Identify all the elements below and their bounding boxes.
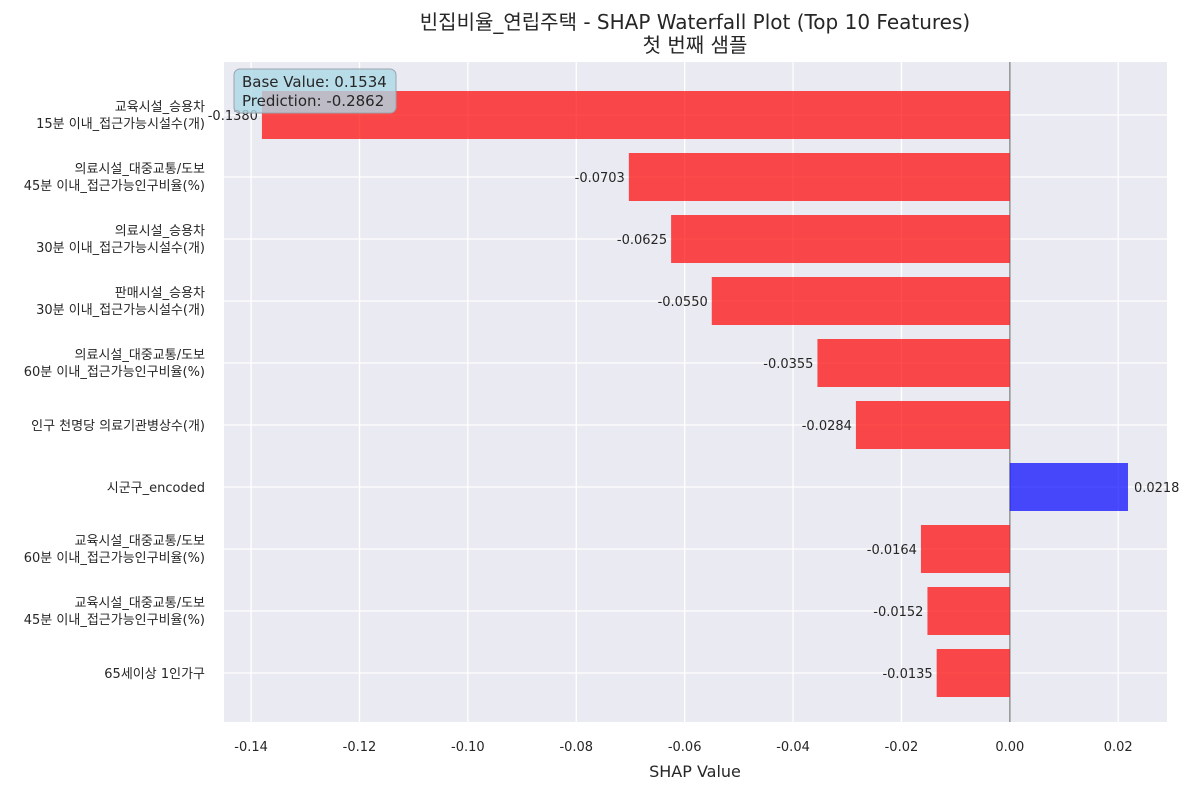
- y-tick-label: 인구 천명당 의료기관병상수(개): [31, 419, 205, 434]
- x-tick-label: -0.12: [343, 740, 377, 755]
- y-tick-label: 60분 이내_접근가능인구비율(%): [24, 365, 205, 380]
- annotation-base-value: Base Value: 0.1534: [242, 73, 387, 91]
- bar: [920, 525, 1010, 573]
- x-tick-label: -0.02: [885, 740, 919, 755]
- bar: [628, 153, 1010, 201]
- bar-value-label: -0.0284: [802, 419, 852, 434]
- bar-value-label: -0.0703: [575, 171, 625, 186]
- y-tick-label: 30분 이내_접근가능시설수(개): [36, 241, 205, 256]
- y-tick-label: 의료시설_대중교통/도보: [75, 348, 206, 363]
- x-axis-label: SHAP Value: [649, 762, 741, 781]
- y-tick-label: 60분 이내_접근가능인구비율(%): [24, 551, 205, 566]
- x-tick-labels: -0.14 -0.12 -0.10 -0.08 -0.06 -0.04 -0.02 0.00 0…: [234, 740, 1132, 755]
- annotation-box: [233, 68, 397, 114]
- y-tick-label: 시군구_encoded: [107, 481, 205, 496]
- x-tick-label: -0.14: [234, 740, 268, 755]
- bar-value-label: -0.0625: [617, 233, 667, 248]
- bar: [817, 339, 1010, 387]
- y-tick-label: 45분 이내_접근가능인구비율(%): [24, 613, 205, 628]
- y-tick-label: 30분 이내_접근가능시설수(개): [36, 303, 205, 318]
- y-tick-label: 의료시설_대중교통/도보: [75, 162, 206, 177]
- bar-value-label: 0.0218: [1134, 481, 1180, 496]
- base-value-annotation: Base Value: 0.1534 Prediction: -0.2862: [233, 68, 397, 114]
- bar: [1009, 463, 1128, 511]
- chart-title: 빈집비율_연립주택 - SHAP Waterfall Plot (Top 10 …: [420, 10, 970, 34]
- bar-value-label: -0.0135: [882, 667, 932, 682]
- x-tick-label: -0.08: [559, 740, 593, 755]
- y-tick-label: 교육시설_승용차: [115, 100, 205, 115]
- bar-value-label: -0.0164: [867, 543, 917, 558]
- chart-subtitle: 첫 번째 샘플: [643, 33, 748, 57]
- annotation-prediction: Prediction: -0.2862: [242, 92, 384, 110]
- x-tick-label: -0.06: [668, 740, 702, 755]
- y-tick-label: 교육시설_대중교통/도보: [75, 534, 206, 549]
- x-tick-label: 0.02: [1104, 740, 1133, 755]
- bar: [855, 401, 1010, 449]
- y-tick-label: 교육시설_대중교통/도보: [75, 596, 206, 611]
- x-tick-label: 0.00: [995, 740, 1024, 755]
- bar: [936, 649, 1010, 697]
- bar-value-label: -0.0152: [873, 605, 923, 620]
- x-tick-label: -0.04: [776, 740, 810, 755]
- bar: [711, 277, 1010, 325]
- bar-value-label: -0.0355: [763, 357, 813, 372]
- bar: [671, 215, 1010, 263]
- x-tick-label: -0.10: [451, 740, 485, 755]
- y-tick-label: 의료시설_승용차: [115, 224, 205, 239]
- y-tick-labels: 교육시설_승용차 15분 이내_접근가능시설수(개) 의료시설_대중교통/도보 45분…: [24, 100, 205, 682]
- y-tick-label: 45분 이내_접근가능인구비율(%): [24, 179, 205, 194]
- y-tick-label: 65세이상 1인가구: [104, 667, 205, 682]
- bar: [927, 587, 1010, 635]
- bar-value-label: -0.0550: [658, 295, 708, 310]
- value-labels: -0.1380-0.0703-0.0625-0.0550-0.0355-0.02…: [208, 109, 1180, 682]
- y-tick-label: 판매시설_승용차: [115, 286, 205, 301]
- y-tick-label: 15분 이내_접근가능시설수(개): [36, 117, 205, 132]
